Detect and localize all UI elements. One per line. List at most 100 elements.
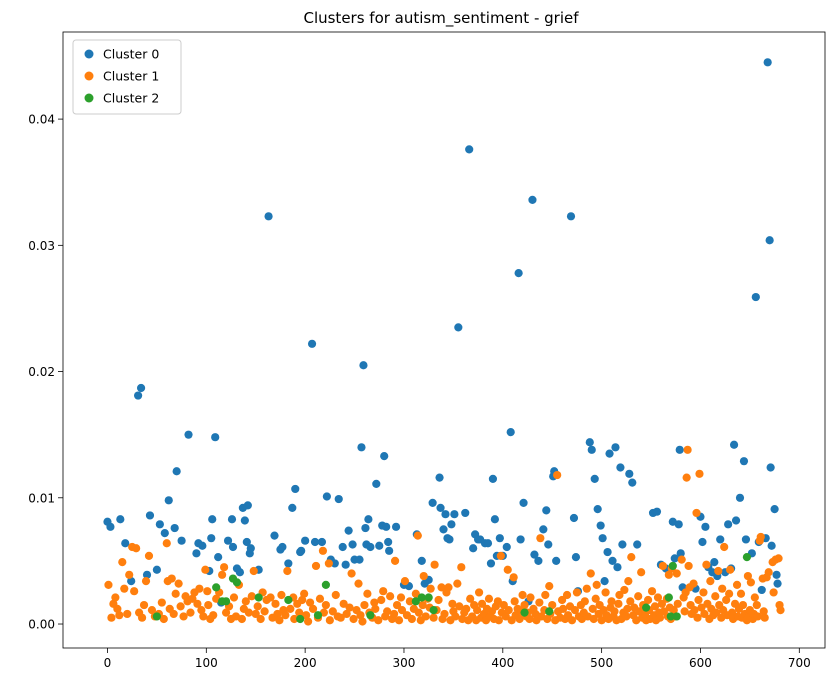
point-cluster-1-1: [107, 613, 116, 622]
point-cluster-1-188: [509, 573, 518, 582]
y-tick-label: 0.03: [28, 239, 55, 253]
point-cluster-1-309: [699, 588, 708, 597]
point-cluster-0-174: [763, 58, 772, 67]
points-layer: [103, 58, 785, 626]
point-cluster-0-47: [301, 536, 310, 545]
point-cluster-1-236: [592, 580, 601, 589]
point-cluster-1-155: [451, 612, 460, 621]
point-cluster-1-123: [390, 556, 400, 566]
point-cluster-0-112: [528, 195, 537, 204]
point-cluster-1-77: [286, 604, 295, 613]
point-cluster-0-123: [571, 553, 581, 562]
legend-label-cluster-0: Cluster 0: [103, 47, 159, 62]
point-cluster-1-82: [298, 595, 307, 605]
point-cluster-1-90: [315, 594, 325, 603]
point-cluster-0-103: [495, 534, 504, 543]
point-cluster-0-147: [670, 554, 679, 563]
point-cluster-0-130: [598, 534, 607, 543]
point-cluster-1-211: [548, 600, 557, 610]
point-cluster-0-140: [628, 478, 637, 487]
point-cluster-2-16: [520, 608, 529, 617]
point-cluster-1-254: [622, 612, 631, 621]
point-cluster-1-7: [120, 584, 129, 593]
point-cluster-1-108: [358, 617, 367, 626]
point-cluster-0-63: [361, 523, 370, 533]
point-cluster-1-128: [400, 577, 410, 586]
point-cluster-1-304: [692, 508, 701, 518]
point-cluster-0-15: [177, 536, 186, 545]
point-cluster-1-107: [356, 611, 365, 620]
point-cluster-1-147: [437, 583, 446, 592]
point-cluster-0-43: [288, 503, 297, 512]
point-cluster-1-199: [526, 593, 535, 602]
point-cluster-0-135: [611, 443, 620, 452]
point-cluster-0-170: [751, 292, 760, 302]
point-cluster-1-322: [718, 584, 727, 593]
point-cluster-1-109: [360, 600, 369, 610]
point-cluster-1-168: [474, 588, 484, 597]
point-cluster-0-176: [766, 463, 775, 472]
point-cluster-1-185: [503, 565, 512, 574]
point-cluster-0-126: [587, 445, 596, 454]
point-cluster-0-134: [608, 556, 617, 566]
point-cluster-0-155: [701, 522, 710, 531]
point-cluster-1-17: [144, 551, 154, 560]
point-cluster-0-122: [569, 513, 579, 523]
point-cluster-1-216: [558, 595, 567, 605]
legend-marker-cluster-1: [84, 71, 94, 81]
x-axis: 0 100 200 300 400 500 600 700: [104, 648, 811, 670]
point-cluster-1-224: [572, 588, 582, 597]
point-cluster-0-11: [160, 529, 169, 538]
point-cluster-1-113: [370, 598, 379, 607]
point-cluster-1-86: [305, 598, 315, 607]
point-cluster-1-14: [137, 613, 147, 622]
x-tick-label: 200: [294, 656, 317, 670]
point-cluster-0-110: [519, 498, 528, 507]
point-cluster-1-79: [290, 614, 299, 624]
point-cluster-0-87: [445, 535, 454, 544]
point-cluster-0-105: [502, 542, 511, 552]
point-cluster-1-149: [440, 609, 449, 619]
point-cluster-1-335: [736, 589, 746, 598]
point-cluster-1-296: [682, 473, 691, 482]
x-tick-label: 400: [491, 656, 514, 670]
point-cluster-1-135: [414, 608, 423, 617]
point-cluster-0-133: [605, 449, 614, 458]
point-cluster-0-166: [735, 493, 745, 502]
point-cluster-0-9: [152, 565, 161, 574]
y-axis: 0.00 0.01 0.02 0.03 0.04: [28, 113, 63, 632]
point-cluster-1-101: [342, 609, 351, 619]
point-cluster-1-253: [620, 585, 629, 595]
point-cluster-0-44: [291, 484, 300, 494]
point-cluster-1-87: [308, 604, 318, 613]
point-cluster-0-114: [534, 556, 543, 566]
point-cluster-2-22: [672, 612, 681, 621]
point-cluster-0-14: [172, 467, 181, 476]
point-cluster-2-20: [666, 612, 675, 621]
point-cluster-1-11: [130, 587, 139, 596]
point-cluster-0-1: [106, 522, 115, 531]
point-cluster-1-61: [249, 566, 258, 576]
point-cluster-1-355: [764, 568, 773, 577]
point-cluster-0-125: [585, 438, 594, 447]
x-tick-label: 500: [590, 656, 613, 670]
point-cluster-1-137: [418, 600, 427, 610]
point-cluster-0-17: [192, 549, 201, 558]
point-cluster-0-5: [134, 391, 143, 400]
point-cluster-0-34: [243, 501, 252, 510]
point-cluster-1-83: [300, 589, 309, 598]
point-cluster-1-62: [251, 609, 260, 619]
point-cluster-1-292: [677, 555, 686, 564]
point-cluster-2-12: [411, 597, 420, 606]
x-tick-label: 300: [393, 656, 416, 670]
point-cluster-1-318: [712, 608, 721, 617]
point-cluster-1-96: [328, 607, 337, 616]
point-cluster-1-170: [477, 599, 487, 608]
point-cluster-0-68: [375, 541, 384, 550]
point-cluster-1-3: [111, 593, 120, 602]
point-cluster-1-183: [499, 600, 508, 610]
point-cluster-0-4: [127, 577, 136, 586]
point-cluster-0-27: [227, 515, 237, 524]
point-cluster-1-30: [176, 602, 185, 611]
point-cluster-1-327: [725, 589, 734, 598]
